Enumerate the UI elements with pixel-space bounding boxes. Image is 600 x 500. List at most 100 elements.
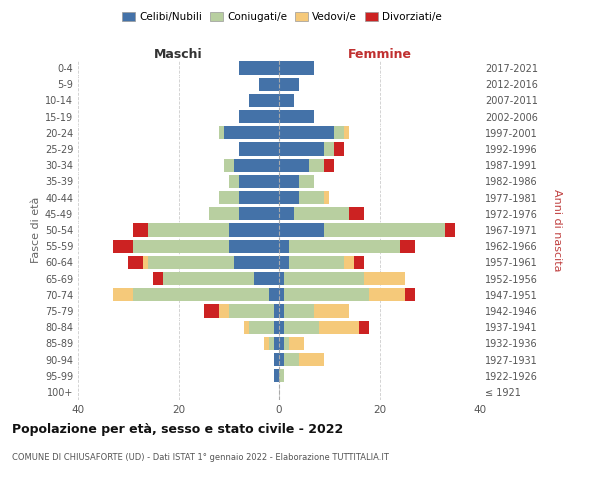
Bar (203, 304, 218, 318)
Bar (239, 62, 279, 74)
Bar (279, 336, 284, 350)
Bar (209, 207, 239, 220)
Bar (289, 336, 304, 350)
Bar (279, 78, 299, 91)
Bar (344, 256, 355, 269)
Bar (254, 272, 279, 285)
Bar (334, 126, 344, 140)
Bar (113, 288, 133, 302)
Bar (284, 304, 314, 318)
Bar (289, 256, 344, 269)
Bar (274, 320, 279, 334)
Bar (274, 353, 279, 366)
Bar (229, 304, 274, 318)
Bar (218, 126, 224, 140)
Bar (229, 224, 279, 236)
Bar (279, 207, 294, 220)
Bar (113, 240, 133, 253)
Bar (299, 175, 314, 188)
Bar (154, 272, 163, 285)
Bar (279, 94, 294, 107)
Bar (279, 369, 284, 382)
Bar (284, 336, 289, 350)
Bar (148, 256, 234, 269)
Bar (299, 191, 324, 204)
Bar (324, 158, 334, 172)
Bar (364, 272, 404, 285)
Bar (239, 142, 279, 156)
Bar (404, 288, 415, 302)
Bar (279, 175, 299, 188)
Text: Popolazione per età, sesso e stato civile - 2022: Popolazione per età, sesso e stato civil… (12, 422, 343, 436)
Bar (284, 272, 364, 285)
Bar (224, 158, 234, 172)
Bar (264, 336, 269, 350)
Bar (279, 304, 284, 318)
Bar (279, 158, 309, 172)
Legend: Celibi/Nubili, Coniugati/e, Vedovi/e, Divorziati/e: Celibi/Nubili, Coniugati/e, Vedovi/e, Di… (118, 8, 446, 26)
Y-axis label: Anni di nascita: Anni di nascita (552, 188, 562, 271)
Bar (309, 158, 324, 172)
Bar (163, 272, 254, 285)
Y-axis label: Fasce di età: Fasce di età (31, 197, 41, 263)
Bar (128, 256, 143, 269)
Bar (445, 224, 455, 236)
Bar (244, 320, 249, 334)
Bar (400, 240, 415, 253)
Bar (324, 191, 329, 204)
Bar (234, 256, 279, 269)
Bar (249, 320, 274, 334)
Bar (239, 110, 279, 124)
Bar (279, 224, 324, 236)
Bar (279, 353, 284, 366)
Bar (334, 142, 344, 156)
Bar (133, 288, 269, 302)
Text: Maschi: Maschi (154, 48, 203, 61)
Bar (279, 272, 284, 285)
Bar (229, 175, 239, 188)
Bar (349, 207, 364, 220)
Bar (299, 353, 324, 366)
Bar (314, 304, 349, 318)
Bar (239, 191, 279, 204)
Bar (239, 175, 279, 188)
Bar (249, 94, 279, 107)
Bar (259, 78, 279, 91)
Bar (269, 288, 279, 302)
Bar (234, 158, 279, 172)
Bar (324, 142, 334, 156)
Bar (279, 240, 289, 253)
Bar (219, 191, 239, 204)
Text: COMUNE DI CHIUSAFORTE (UD) - Dati ISTAT 1° gennaio 2022 - Elaborazione TUTTITALI: COMUNE DI CHIUSAFORTE (UD) - Dati ISTAT … (12, 452, 389, 462)
Bar (224, 126, 279, 140)
Bar (279, 62, 314, 74)
Bar (279, 142, 324, 156)
Bar (239, 207, 279, 220)
Bar (274, 336, 279, 350)
Bar (279, 191, 299, 204)
Bar (133, 240, 229, 253)
Bar (279, 288, 284, 302)
Bar (274, 304, 279, 318)
Bar (284, 320, 319, 334)
Bar (324, 224, 445, 236)
Bar (143, 256, 148, 269)
Bar (279, 126, 334, 140)
Bar (269, 336, 274, 350)
Bar (279, 256, 289, 269)
Bar (218, 304, 229, 318)
Text: Femmine: Femmine (347, 48, 412, 61)
Bar (294, 207, 349, 220)
Bar (279, 110, 314, 124)
Bar (148, 224, 229, 236)
Bar (133, 224, 148, 236)
Bar (359, 320, 370, 334)
Bar (284, 288, 370, 302)
Bar (229, 240, 279, 253)
Bar (319, 320, 359, 334)
Bar (370, 288, 404, 302)
Bar (355, 256, 364, 269)
Bar (284, 353, 299, 366)
Bar (274, 369, 279, 382)
Bar (279, 320, 284, 334)
